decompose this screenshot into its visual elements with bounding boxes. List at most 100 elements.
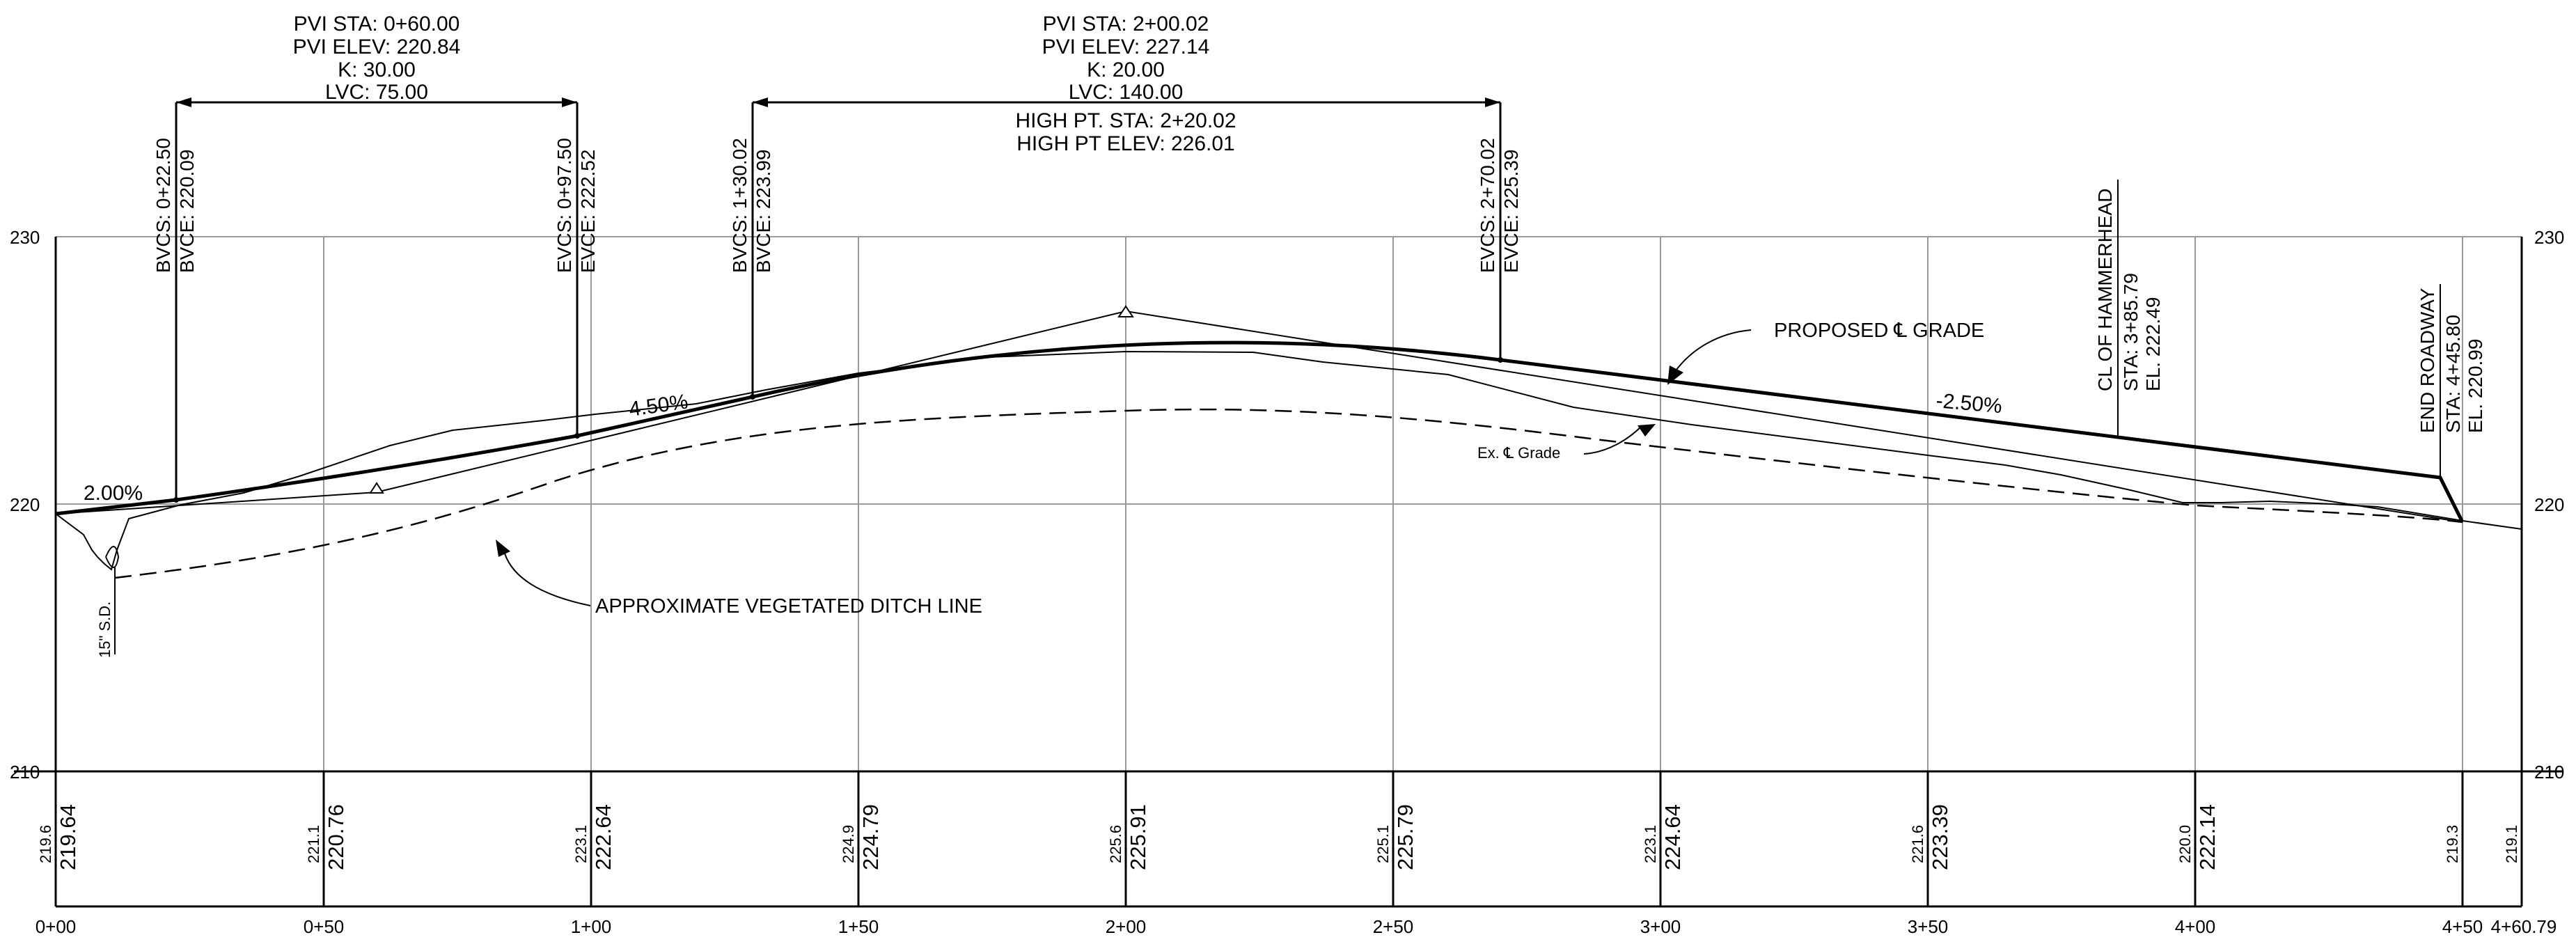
prop-elev-4: 225.91: [1126, 804, 1150, 870]
ex-elev-1: 221.1: [305, 825, 322, 863]
elev-label-230-right: 230: [2534, 227, 2564, 248]
vc1-arrow-right: [562, 97, 577, 107]
vc2-evcs: EVCS: 2+70.02: [1477, 138, 1498, 273]
storm-drain-label: 15" S.D.: [96, 602, 113, 658]
ex-elev-9: 219.3: [2444, 825, 2461, 863]
prop-elev-8: 222.14: [2195, 804, 2220, 870]
curve-points: [173, 357, 1503, 503]
grid: [56, 236, 2522, 771]
elev-label-230-left: 230: [10, 227, 40, 248]
grade-label-3: -2.50%: [1935, 389, 2003, 418]
end-roadway-labels: END ROADWAY STA: 4+45.80 EL. 220.99: [2417, 288, 2486, 433]
tangent-lines: [55, 310, 2463, 523]
ditch-leader: [504, 553, 591, 606]
elev-label-220-right: 220: [2534, 494, 2564, 515]
existing-grade-leader: [1583, 425, 1642, 455]
vertical-curve-1: [175, 101, 579, 500]
vc1-evce: EVCE: 222.52: [577, 150, 599, 273]
vc2-labels: PVI STA: 2+00.02 PVI ELEV: 227.14 K: 20.…: [1015, 13, 1236, 155]
proposed-grade-label: PROPOSED ℄ GRADE: [1774, 320, 1984, 342]
station-labels: 0+00 0+50 1+00 1+50 2+00 2+50 3+00 3+50 …: [36, 916, 2557, 937]
existing-grade-arrow: [1638, 424, 1656, 437]
pvi-marker-2: [1117, 305, 1134, 317]
vc1-evcs: EVCS: 0+97.50: [553, 138, 575, 273]
station-label-8: 4+00: [2175, 916, 2216, 937]
storm-drain-pipe: [105, 546, 120, 568]
station-label-7: 3+50: [1908, 916, 1949, 937]
vc2-high-elev: HIGH PT ELEV: 226.01: [1016, 132, 1235, 155]
prop-elev-2: 222.64: [591, 804, 615, 870]
prop-elev-5: 225.79: [1393, 804, 1417, 870]
proposed-grade-arrow: [1667, 366, 1683, 385]
prop-elev-6: 224.64: [1660, 804, 1685, 870]
elev-label-210-left: 210: [10, 762, 40, 783]
prop-elev-3: 224.79: [858, 804, 883, 870]
end-roadway-title: END ROADWAY: [2417, 288, 2438, 433]
ditch-label: APPROXIMATE VEGETATED DITCH LINE: [595, 595, 982, 618]
vc2-pvi-sta: PVI STA: 2+00.02: [1043, 13, 1209, 36]
elev-label-220-left: 220: [10, 494, 40, 515]
vc2-k: K: 20.00: [1087, 58, 1165, 81]
station-label-1: 0+50: [304, 916, 345, 937]
vc1-lvc: LVC: 75.00: [325, 81, 428, 104]
ex-elev-10: 219.1: [2503, 825, 2520, 863]
proposed-grade-line: [55, 340, 2465, 524]
frame: [14, 237, 2562, 908]
station-label-5: 2+50: [1373, 916, 1414, 937]
proposed-grade-leader: [1674, 329, 1752, 373]
vertical-curve-2: [751, 101, 1502, 397]
ex-elev-6: 223.1: [1642, 825, 1659, 863]
station-label-10: 4+60.79: [2491, 916, 2557, 937]
elevation-labels: 230 220 210 230 220 210: [10, 227, 2564, 783]
hammerhead-sta: STA: 3+85.79: [2120, 273, 2142, 391]
station-label-0: 0+00: [36, 916, 77, 937]
vc2-station-labels: BVCS: 1+30.02 BVCE: 223.99 EVCS: 2+70.02…: [729, 138, 1522, 273]
vc2-pvi-elev: PVI ELEV: 227.14: [1042, 36, 1210, 58]
vc2-bvce: BVCE: 223.99: [753, 150, 774, 273]
ex-elev-0: 219.6: [37, 825, 54, 863]
vc2-bvcs: BVCS: 1+30.02: [729, 138, 751, 273]
vc2-evce: EVCE: 225.39: [1500, 150, 1522, 273]
pvi-marker-1: [369, 482, 384, 494]
ditch-line: [114, 408, 2463, 579]
vc1-pvi-elev: PVI ELEV: 220.84: [293, 36, 461, 58]
prop-elev-1: 220.76: [324, 804, 348, 870]
vc1-k: K: 30.00: [338, 58, 416, 81]
vc1-labels: PVI STA: 0+60.00 PVI ELEV: 220.84 K: 30.…: [293, 13, 461, 104]
vc1-station-labels: BVCS: 0+22.50 BVCE: 220.09 EVCS: 0+97.50…: [152, 138, 599, 273]
grade-label-2: 4.50%: [627, 390, 689, 421]
station-label-2: 1+00: [571, 916, 612, 937]
vc2-lvc: LVC: 140.00: [1069, 81, 1184, 104]
ex-elev-7: 221.6: [1909, 825, 1926, 863]
vc1-arrow-left: [176, 97, 191, 107]
hammerhead-title: CL OF HAMMERHEAD: [2094, 189, 2116, 391]
station-label-3: 1+50: [838, 916, 879, 937]
vc2-arrow-left: [753, 97, 768, 107]
elev-label-210-right: 210: [2534, 762, 2564, 783]
existing-grade-label: Ex. ℄ Grade: [1477, 444, 1560, 462]
vc1-bvcs: BVCS: 0+22.50: [152, 138, 174, 273]
vc1-pvi-sta: PVI STA: 0+60.00: [294, 13, 460, 36]
ex-elev-2: 223.1: [572, 825, 590, 863]
prop-elev-7: 223.39: [1928, 804, 1952, 870]
elevation-table: 219.6 219.64 221.1 220.76 223.1 222.64 2…: [37, 804, 2520, 870]
hammerhead-labels: CL OF HAMMERHEAD STA: 3+85.79 EL. 222.49: [2094, 189, 2164, 391]
ex-elev-8: 220.0: [2176, 825, 2194, 863]
station-label-6: 3+00: [1640, 916, 1681, 937]
prop-elev-0: 219.64: [56, 804, 80, 870]
vc2-arrow-right: [1485, 97, 1500, 107]
station-label-9: 4+50: [2442, 916, 2483, 937]
ex-elev-3: 224.9: [840, 825, 857, 863]
end-roadway-sta: STA: 4+45.80: [2442, 315, 2464, 433]
ex-elev-5: 225.1: [1374, 825, 1392, 863]
ex-elev-4: 225.6: [1107, 825, 1124, 863]
end-roadway-el: EL. 220.99: [2465, 339, 2486, 433]
vc1-bvce: BVCE: 220.09: [176, 150, 198, 273]
vc2-high-sta: HIGH PT. STA: 2+20.02: [1015, 109, 1236, 132]
ditch-arrow: [496, 540, 510, 557]
grade-label-1: 2.00%: [84, 482, 143, 505]
station-label-4: 2+00: [1106, 916, 1147, 937]
hammerhead-el: EL. 222.49: [2142, 297, 2164, 391]
